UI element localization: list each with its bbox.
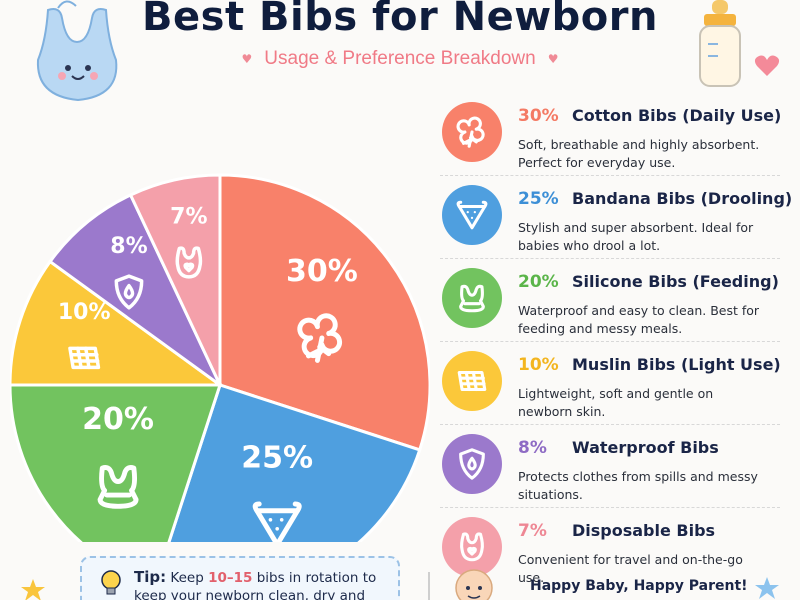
muslin-cloth-icon: [457, 370, 487, 392]
page-subtitle: Usage & Preference Breakdown: [264, 48, 536, 69]
star-icon: [755, 577, 779, 599]
legend-percent: 25%: [518, 189, 559, 209]
pie-slice-label: 7%: [170, 205, 207, 230]
pie-slice: [167, 383, 422, 542]
legend-description: Stylish and super absorbent. Ideal for b…: [518, 220, 754, 253]
legend-item: 25% Bandana Bibs (Drooling) Stylish and su…: [440, 179, 792, 259]
legend-icon-circle: [442, 185, 502, 245]
tip-number: 10–15: [208, 570, 253, 586]
silicone-bib-icon: [459, 284, 485, 313]
baby-bib-illustration: [36, 0, 118, 102]
legend-icon-circle: [442, 268, 502, 328]
pie-slice: [218, 173, 430, 452]
legend-name: Waterproof Bibs: [572, 438, 719, 457]
disposable-bib-icon: [175, 246, 203, 279]
legend-item: 7% Disposable Bibs Convenient for travel a…: [440, 511, 780, 591]
star-icon: [21, 579, 45, 600]
legend-name: Cotton Bibs (Daily Use): [572, 106, 782, 125]
pie-slice: [10, 259, 225, 387]
legend-percent: 20%: [518, 272, 559, 292]
pie-chart: 30% 25% 20% 10% 8% 7%: [10, 173, 430, 542]
legend-icon-circle: [442, 102, 502, 162]
disposable-bib-icon: [460, 532, 484, 562]
cotton-flower-icon: [456, 116, 485, 148]
slogan: Happy Baby, Happy Parent!: [530, 578, 748, 594]
page-title: Best Bibs for Newborn: [142, 0, 658, 40]
legend-description: Soft, breathable and highly absorbent. P…: [518, 137, 760, 170]
subtitle-row: ♥ Usage & Preference Breakdown ♥: [0, 48, 800, 70]
legend-name: Disposable Bibs: [572, 521, 716, 540]
lightbulb-icon: [101, 570, 121, 595]
tip-box: Tip: Keep 10–15 bibs in rotation to keep…: [80, 556, 400, 600]
legend-item: 10% Muslin Bibs (Light Use) Lightweight, s…: [440, 345, 781, 425]
baby-bottle-illustration: [699, 0, 741, 87]
pie-slice-label: 30%: [286, 254, 358, 289]
legend-icon-circle: [442, 517, 502, 577]
legend-icon-circle: [442, 434, 502, 494]
heart-icon: ♥: [547, 52, 559, 66]
bandana-bib-icon: [456, 200, 488, 230]
pie-slice: [10, 383, 223, 542]
tip-label: Tip:: [134, 568, 167, 586]
water-shield-icon: [459, 448, 485, 480]
legend-description: Convenient for travel and on-the-go use.: [518, 552, 743, 585]
cotton-flower-icon: [297, 313, 342, 363]
tip-text-post: bibs in rotation to keep your newborn cl…: [134, 570, 377, 600]
legend-percent: 7%: [518, 521, 547, 541]
pie-slice-label: 20%: [82, 402, 154, 437]
heart-icon: [754, 55, 780, 76]
tip-text-pre: Keep: [170, 570, 204, 586]
legend-item: 30% Cotton Bibs (Daily Use) Soft, breathab…: [440, 96, 782, 176]
legend-percent: 8%: [518, 438, 547, 458]
legend-item: 8% Waterproof Bibs Protects clothes from s…: [440, 428, 780, 508]
legend-name: Silicone Bibs (Feeding): [572, 272, 779, 291]
legend-percent: 30%: [518, 106, 559, 126]
legend-name: Muslin Bibs (Light Use): [572, 355, 781, 374]
legend-icon-circle: [442, 351, 502, 411]
divider: [428, 572, 430, 600]
pie-slice-label: 10%: [58, 300, 111, 325]
water-shield-icon: [114, 274, 144, 310]
pie-slice: [48, 192, 222, 387]
pie-slice-label: 8%: [110, 234, 147, 259]
legend-description: Lightweight, soft and gentle on newborn …: [518, 386, 714, 419]
muslin-cloth-icon: [68, 346, 101, 370]
legend-description: Protects clothes from spills and messy s…: [518, 469, 758, 502]
bandana-bib-icon: [252, 501, 302, 542]
baby-face-icon: [455, 569, 493, 600]
silicone-bib-icon: [97, 465, 139, 509]
legend-percent: 10%: [518, 355, 559, 375]
legend-description: Waterproof and easy to clean. Best for f…: [518, 303, 760, 336]
legend-name: Bandana Bibs (Drooling): [572, 189, 793, 208]
legend-item: 20% Silicone Bibs (Feeding) Waterproof and…: [440, 262, 780, 342]
heart-icon: ♥: [241, 52, 253, 66]
pie-slice-label: 25%: [241, 440, 313, 475]
pie-slice: [128, 173, 222, 386]
